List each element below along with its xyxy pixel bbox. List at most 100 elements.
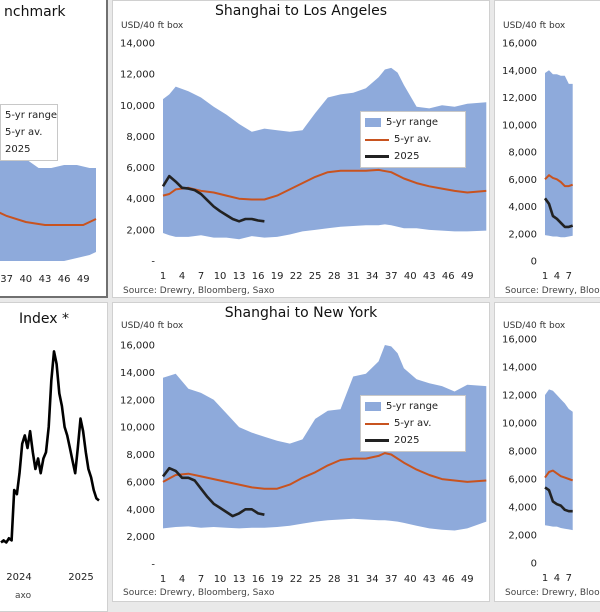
source-note: axo: [15, 591, 32, 601]
y-tick-label: 16,000: [120, 341, 155, 352]
x-tick-label: 49: [77, 274, 90, 285]
legend-item-range: 5-yr range: [5, 110, 58, 121]
x-tick-label: 10: [214, 271, 227, 282]
panel-shanghai-new-york[interactable]: Shanghai to New York USD/40 ft box - 2,00…: [112, 302, 490, 602]
y-tick-label: 6,000: [126, 163, 155, 174]
legend-swatch-2025: [365, 439, 389, 442]
x-tick-label: 4: [179, 574, 185, 585]
x-tick-label: 1: [542, 271, 548, 282]
y-tick-label: 12,000: [502, 391, 537, 402]
x-tick-label: 13: [233, 574, 246, 585]
x-tick-label: 2024: [6, 572, 31, 583]
x-tick-label: 7: [198, 271, 204, 282]
chart-legend: 5-yr range 5-yr av. 2025: [360, 111, 466, 168]
series-line-2025: [543, 197, 574, 229]
panel-title: nchmark: [4, 4, 66, 20]
legend-item-2025: 2025: [5, 144, 31, 155]
x-tick-label: 34: [366, 271, 379, 282]
x-tick-label: 4: [554, 271, 560, 282]
x-tick-label: 37: [385, 574, 398, 585]
legend-item-average: 5-yr av.: [365, 131, 461, 148]
y-tick-label: 6,000: [508, 475, 537, 486]
y-tick-label: 12,000: [120, 395, 155, 406]
source-note: Source: Drewry, Bloomberg, Saxo: [123, 286, 275, 296]
series-line-2025: [161, 466, 265, 518]
series-line-average: [162, 168, 487, 201]
y-tick-label: 6,000: [126, 477, 155, 488]
x-tick-label: 4: [179, 271, 185, 282]
y-tick-label: 10,000: [120, 423, 155, 434]
x-tick-label: 1: [160, 271, 166, 282]
panel-title: Shanghai to Los Angeles: [214, 3, 387, 19]
y-tick-label: 12,000: [502, 93, 537, 104]
sha-la-chart: - 2,000 4,000 6,000 8,000 10,000 12,000 14,000 1…: [120, 39, 487, 282]
series-line-average: [0, 211, 97, 226]
y-tick-label: 8,000: [508, 148, 537, 159]
y-tick-label: 14,000: [120, 39, 155, 50]
panel-title: Shanghai to New York: [224, 305, 378, 321]
x-tick-label: 40: [404, 574, 417, 585]
right-bottom-chart: 0 2,000 4,000 6,000 8,000 10,000 12,000 14,000 1…: [502, 335, 574, 584]
x-tick-label: 28: [328, 271, 341, 282]
source-note: Source: Drewry, Bloomberg, Saxo: [505, 286, 600, 296]
x-tick-label: 49: [461, 574, 474, 585]
y-tick-label: 8,000: [126, 132, 155, 143]
y-tick-label: 14,000: [502, 66, 537, 77]
x-tick-label: 16: [252, 574, 265, 585]
y-axis-unit: USD/40 ft box: [503, 21, 566, 31]
x-tick-label: 25: [309, 271, 322, 282]
y-tick-label: -: [151, 560, 155, 571]
y-axis-unit: USD/40 ft box: [503, 321, 566, 331]
y-tick-label: 0: [531, 559, 537, 570]
panel-right-top[interactable]: USD/40 ft box 0 2,000 4,000 6,000 8,000 10,00…: [494, 0, 600, 298]
y-tick-label: 12,000: [120, 70, 155, 81]
x-tick-label: 43: [423, 271, 436, 282]
legend-swatch-average: [365, 422, 389, 425]
chart-legend: 5-yr range 5-yr av. 2025: [0, 104, 58, 161]
x-tick-label: 22: [290, 574, 303, 585]
x-tick-label: 46: [442, 574, 455, 585]
panel-benchmark[interactable]: nchmark 37 40 43 46 49 5-yr range 5-yr av. 2…: [0, 0, 108, 298]
x-tick-label: 1: [542, 573, 548, 584]
x-tick-label: 19: [271, 271, 284, 282]
x-tick-label: 4: [554, 573, 560, 584]
y-tick-label: 14,000: [502, 363, 537, 374]
index-chart: 2024 2025: [0, 350, 100, 583]
y-tick-label: 10,000: [120, 101, 155, 112]
panel-index[interactable]: Index * 2024 2025 axo: [0, 302, 108, 612]
y-tick-label: 2,000: [508, 229, 537, 240]
y-tick-label: 4,000: [508, 202, 537, 213]
y-tick-label: 8,000: [508, 447, 537, 458]
y-tick-label: 2,000: [126, 532, 155, 543]
x-tick-label: 43: [423, 574, 436, 585]
source-note: Source: Drewry, Bloomberg, Saxo: [505, 588, 600, 598]
chart-legend: 5-yr range 5-yr av. 2025: [360, 395, 466, 452]
y-tick-label: 4,000: [126, 505, 155, 516]
y-tick-label: 4,000: [508, 503, 537, 514]
x-tick-label: 13: [233, 271, 246, 282]
legend-item-average: 5-yr av.: [5, 127, 43, 138]
panel-shanghai-los-angeles[interactable]: Shanghai to Los Angeles USD/40 ft box - 2…: [112, 0, 490, 298]
y-tick-label: 2,000: [126, 225, 155, 236]
y-tick-label: 8,000: [126, 450, 155, 461]
panel-right-bottom[interactable]: USD/40 ft box 0 2,000 4,000 6,000 8,000 10,00…: [494, 302, 600, 602]
benchmark-chart: 37 40 43 46 49: [0, 134, 97, 285]
index-line: [0, 350, 100, 544]
x-tick-label: 2025: [68, 572, 93, 583]
y-tick-label: 10,000: [502, 419, 537, 430]
range-band: [0, 134, 96, 261]
right-top-chart: 0 2,000 4,000 6,000 8,000 10,000 12,000 14,000 1…: [502, 39, 574, 282]
y-tick-label: 10,000: [502, 120, 537, 131]
x-tick-label: 22: [290, 271, 303, 282]
legend-item-2025: 2025: [365, 432, 461, 449]
legend-item-range: 5-yr range: [365, 114, 461, 131]
y-tick-label: 16,000: [502, 335, 537, 346]
legend-item-range: 5-yr range: [365, 398, 461, 415]
x-tick-label: 34: [366, 574, 379, 585]
x-tick-label: 31: [347, 271, 360, 282]
legend-item-average: 5-yr av.: [365, 415, 461, 432]
x-tick-label: 19: [271, 574, 284, 585]
legend-swatch-range: [365, 118, 381, 127]
y-tick-label: 16,000: [502, 39, 537, 50]
y-axis-unit: USD/40 ft box: [121, 321, 184, 331]
